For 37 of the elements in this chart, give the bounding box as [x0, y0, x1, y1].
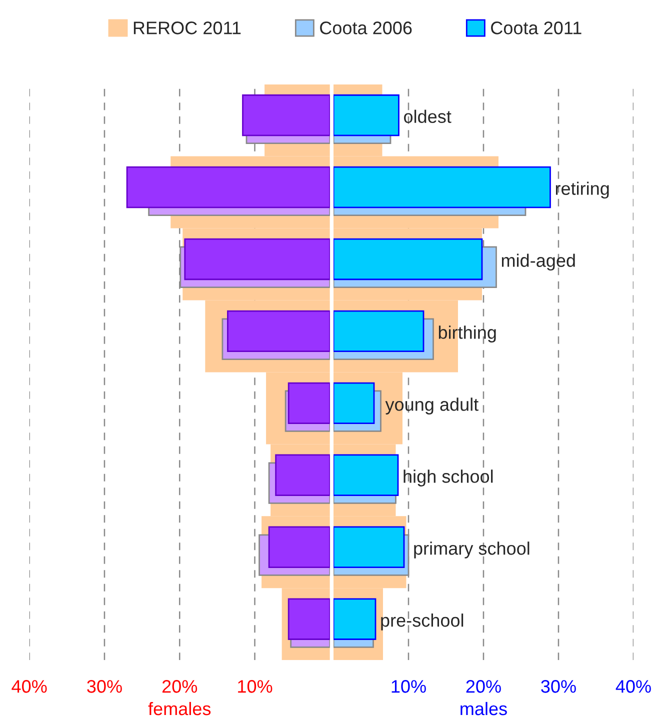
- y-tick-label: pre-school: [381, 614, 464, 630]
- x-tick-label: 40%: [12, 680, 47, 693]
- bar: [275, 454, 330, 496]
- bar: [334, 526, 405, 568]
- x-tick-label: 20%: [162, 680, 198, 693]
- x-tick-label: 10%: [238, 680, 272, 693]
- x-tick-label: 30%: [87, 680, 122, 693]
- y-tick-label: retiring: [556, 182, 609, 199]
- bar: [334, 238, 483, 280]
- x-tick-label: 30%: [541, 680, 576, 693]
- bar: [334, 598, 376, 640]
- y-tick-label: birthing: [438, 326, 496, 342]
- bar: [227, 310, 330, 352]
- bar: [334, 310, 424, 352]
- bar: [334, 454, 399, 496]
- x-axis-title: males: [460, 702, 507, 716]
- bar: [334, 382, 375, 424]
- x-tick-label: 20%: [466, 680, 501, 693]
- y-tick-label: primary school: [414, 542, 530, 558]
- bar: [184, 238, 330, 280]
- y-tick-label: mid-aged: [502, 254, 575, 271]
- legend-label: REROC 2011: [134, 22, 241, 34]
- bar: [334, 166, 551, 208]
- x-axis-title: females: [148, 702, 211, 716]
- bar: [334, 94, 400, 136]
- y-tick-label: young adult: [385, 398, 478, 414]
- y-tick-label: oldest: [404, 110, 452, 124]
- bar: [288, 598, 330, 640]
- x-tick-label: 10%: [392, 680, 426, 693]
- bar: [268, 526, 330, 568]
- x-tick-label: 40%: [616, 680, 651, 693]
- bar: [126, 166, 330, 208]
- bar: [242, 94, 330, 136]
- y-tick-label: high school: [404, 470, 493, 486]
- legend-label: Coota 2011: [491, 22, 582, 34]
- legend-label: Coota 2006: [320, 22, 412, 34]
- bar: [288, 382, 330, 424]
